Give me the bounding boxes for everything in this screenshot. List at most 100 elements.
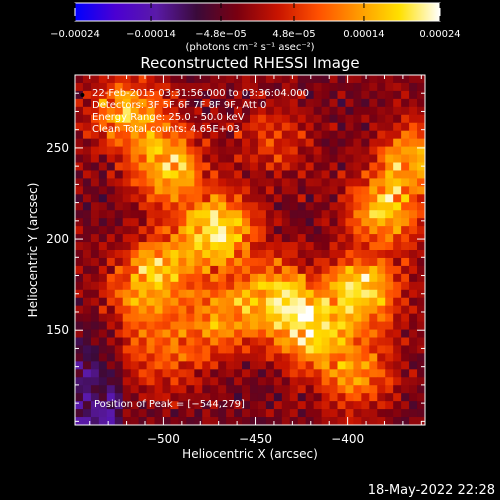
heatmap-cell bbox=[130, 297, 140, 307]
heatmap-cell bbox=[226, 329, 235, 338]
heatmap-cell bbox=[194, 90, 203, 100]
heatmap-cell bbox=[210, 90, 219, 100]
heatmap-cell bbox=[146, 146, 155, 155]
heatmap-cell bbox=[114, 409, 124, 418]
heatmap-cell bbox=[234, 417, 243, 425]
heatmap-cell bbox=[337, 98, 346, 108]
heatmap-cell bbox=[138, 242, 147, 251]
heatmap-cell bbox=[401, 265, 410, 275]
heatmap-cell bbox=[393, 321, 402, 330]
heatmap-cell bbox=[170, 329, 179, 338]
heatmap-cell bbox=[146, 385, 155, 394]
heatmap-cell bbox=[106, 273, 116, 283]
heatmap-cell bbox=[90, 345, 100, 354]
heatmap-cell bbox=[218, 409, 227, 418]
heatmap-cell bbox=[106, 250, 116, 259]
heatmap-cell bbox=[417, 265, 425, 275]
heatmap-cell bbox=[297, 178, 307, 187]
heatmap-cell bbox=[289, 297, 299, 307]
heatmap-cell bbox=[234, 361, 243, 370]
heatmap-cell bbox=[210, 162, 219, 171]
heatmap-cell bbox=[138, 234, 147, 243]
heatmap-cell bbox=[297, 369, 307, 378]
heatmap-cell bbox=[186, 106, 195, 116]
heatmap-cell bbox=[377, 82, 386, 92]
heatmap-cell bbox=[90, 257, 100, 267]
heatmap-cell bbox=[162, 417, 171, 425]
heatmap-cell bbox=[154, 242, 163, 251]
heatmap-cell bbox=[321, 170, 330, 179]
heatmap-cell bbox=[138, 75, 147, 84]
heatmap-cell bbox=[178, 329, 187, 338]
heatmap-cell bbox=[194, 234, 203, 243]
heatmap-cell bbox=[321, 114, 330, 124]
x-tick-label: −400 bbox=[331, 432, 364, 446]
heatmap-cell bbox=[369, 234, 378, 243]
heatmap-cell bbox=[90, 353, 100, 362]
heatmap-cell bbox=[138, 82, 147, 92]
heatmap-cell bbox=[409, 337, 418, 346]
heatmap-cell bbox=[281, 417, 291, 425]
heatmap-cell bbox=[337, 218, 346, 227]
heatmap-cell bbox=[369, 186, 378, 195]
heatmap-cell bbox=[417, 345, 425, 354]
heatmap-cell bbox=[369, 337, 378, 346]
heatmap-cell bbox=[385, 273, 394, 283]
heatmap-cell bbox=[250, 257, 259, 267]
heatmap-cell bbox=[393, 170, 402, 179]
heatmap-cell bbox=[313, 361, 322, 370]
heatmap-cell bbox=[194, 361, 203, 370]
heatmap-cell bbox=[202, 194, 211, 203]
heatmap-cell bbox=[122, 234, 132, 243]
heatmap-cell bbox=[313, 377, 322, 386]
heatmap-cell bbox=[75, 297, 84, 307]
heatmap-cell bbox=[106, 337, 116, 346]
heatmap-cell bbox=[162, 162, 171, 171]
heatmap-cell bbox=[353, 250, 362, 259]
heatmap-cell bbox=[345, 154, 354, 163]
heatmap-cell bbox=[369, 265, 378, 275]
heatmap-cell bbox=[393, 401, 402, 410]
heatmap-cell bbox=[297, 122, 307, 132]
heatmap-cell bbox=[353, 385, 362, 394]
heatmap-cell bbox=[82, 218, 92, 227]
heatmap-cell bbox=[409, 273, 418, 283]
heatmap-cell bbox=[417, 98, 425, 108]
heatmap-cell bbox=[170, 242, 179, 251]
heatmap-cell bbox=[122, 138, 132, 147]
heatmap-cell bbox=[114, 170, 124, 179]
heatmap-cell bbox=[337, 297, 346, 307]
heatmap-cell bbox=[138, 289, 147, 299]
heatmap-cell bbox=[305, 90, 315, 100]
heatmap-cell bbox=[257, 329, 267, 338]
heatmap-cell bbox=[130, 250, 140, 259]
heatmap-cell bbox=[321, 194, 330, 203]
heatmap-cell bbox=[321, 154, 330, 163]
heatmap-cell bbox=[385, 82, 394, 92]
heatmap-cell bbox=[242, 186, 251, 195]
heatmap-cell bbox=[226, 337, 235, 346]
heatmap-cell bbox=[122, 186, 132, 195]
heatmap-cell bbox=[218, 377, 227, 386]
heatmap-cell bbox=[82, 194, 92, 203]
heatmap-cell bbox=[345, 417, 354, 425]
heatmap-cell bbox=[75, 114, 84, 124]
heatmap-cell bbox=[369, 82, 378, 92]
heatmap-cell bbox=[114, 361, 124, 370]
heatmap-cell bbox=[361, 218, 370, 227]
heatmap-cell bbox=[106, 138, 116, 147]
heatmap-cell bbox=[186, 297, 195, 307]
heatmap-cell bbox=[297, 194, 307, 203]
heatmap-cell bbox=[242, 273, 251, 283]
heatmap-cell bbox=[369, 417, 378, 425]
heatmap-cell bbox=[234, 106, 243, 116]
heatmap-cell bbox=[154, 385, 163, 394]
heatmap-cell bbox=[250, 393, 259, 402]
heatmap-cell bbox=[90, 90, 100, 100]
heatmap-cell bbox=[385, 170, 394, 179]
heatmap-cell bbox=[345, 242, 354, 251]
heatmap-cell bbox=[345, 130, 354, 140]
heatmap-cell bbox=[369, 321, 378, 330]
heatmap-cell bbox=[234, 162, 243, 171]
heatmap-cell bbox=[106, 82, 116, 92]
